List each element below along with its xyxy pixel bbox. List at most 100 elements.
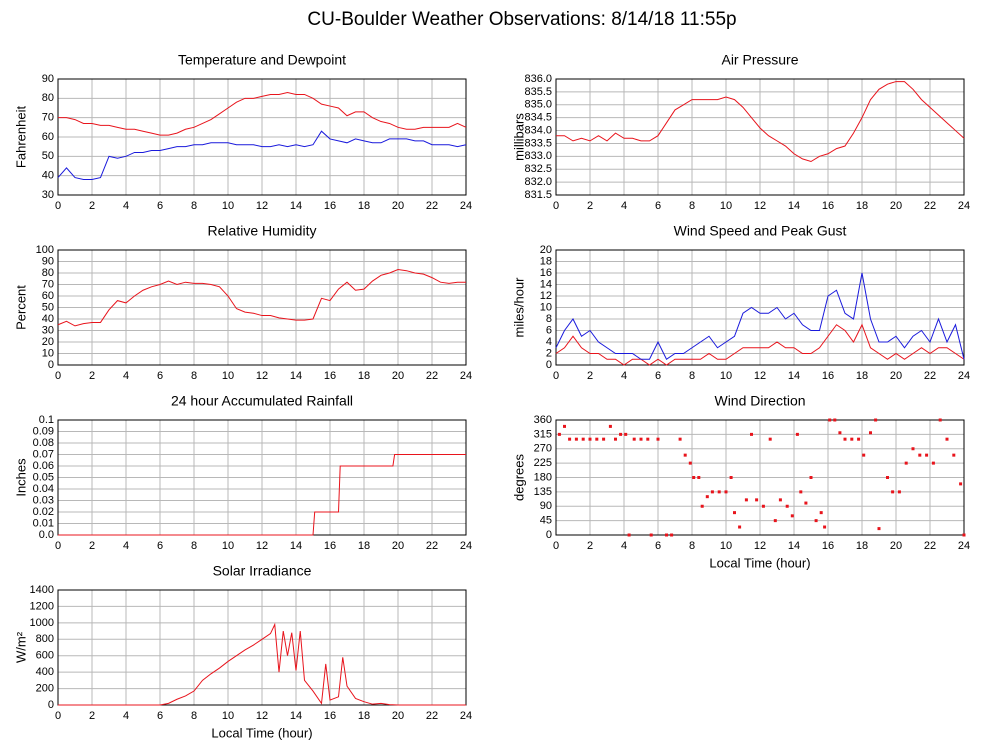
data-point xyxy=(665,533,668,537)
y-axis-label: Fahrenheit xyxy=(13,106,28,169)
y-tick-label: 0.04 xyxy=(33,483,54,495)
data-point xyxy=(670,533,674,537)
x-tick-label: 2 xyxy=(89,200,95,212)
y-tick-label: 60 xyxy=(42,290,54,302)
y-tick-label: 4 xyxy=(546,336,552,348)
plot-frame xyxy=(555,78,965,196)
data-point xyxy=(683,453,687,457)
data-point xyxy=(790,514,794,518)
data-point xyxy=(692,476,696,479)
x-tick-label: 6 xyxy=(157,370,163,382)
data-point xyxy=(656,437,660,441)
y-tick-label: 832.0 xyxy=(524,176,552,188)
data-point xyxy=(886,476,889,479)
y-tick-label: 0.08 xyxy=(33,437,54,449)
x-tick-label: 2 xyxy=(587,540,593,552)
x-tick-label: 10 xyxy=(222,710,234,722)
y-tick-label: 30 xyxy=(42,324,54,336)
x-tick-label: 20 xyxy=(890,200,902,212)
data-point xyxy=(911,447,915,451)
x-tick-label: 0 xyxy=(553,200,559,212)
data-point xyxy=(688,461,692,465)
data-point xyxy=(862,453,866,457)
y-tick-label: 12 xyxy=(540,290,552,302)
y-tick-label: 0.01 xyxy=(33,517,54,529)
data-point xyxy=(804,501,808,505)
x-tick-label: 18 xyxy=(856,200,868,212)
data-point xyxy=(897,490,901,494)
y-tick-label: 834.0 xyxy=(524,124,552,136)
y-tick-label: 0.06 xyxy=(33,460,54,472)
data-point xyxy=(857,437,861,441)
data-point xyxy=(697,476,701,479)
data-point xyxy=(768,437,772,441)
x-tick-label: 4 xyxy=(123,710,129,722)
x-tick-label: 8 xyxy=(191,200,197,212)
x-tick-label: 4 xyxy=(123,370,129,382)
x-tick-label: 12 xyxy=(256,710,268,722)
x-tick-label: 0 xyxy=(55,370,61,382)
x-tick-label: 18 xyxy=(856,370,868,382)
y-tick-label: 360 xyxy=(534,414,552,426)
x-tick-label: 14 xyxy=(788,200,800,212)
y-tick-label: 0 xyxy=(48,699,54,711)
x-tick-label: 22 xyxy=(924,370,936,382)
plot-frame xyxy=(555,419,965,536)
x-tick-label: 14 xyxy=(788,540,800,552)
x-tick-label: 14 xyxy=(290,200,302,212)
data-point xyxy=(755,498,759,502)
y-tick-label: 835.0 xyxy=(524,99,552,111)
x-tick-label: 20 xyxy=(392,370,404,382)
x-tick-label: 16 xyxy=(822,540,834,552)
y-tick-label: 1400 xyxy=(30,584,54,596)
x-tick-label: 14 xyxy=(290,710,302,722)
data-point xyxy=(710,490,714,494)
y-tick-label: 833.5 xyxy=(524,137,552,149)
x-tick-label: 16 xyxy=(324,540,336,552)
x-tick-label: 20 xyxy=(890,540,902,552)
y-tick-label: 80 xyxy=(42,267,54,279)
x-tick-label: 0 xyxy=(553,540,559,552)
x-tick-label: 24 xyxy=(958,200,970,212)
y-tick-label: 0.07 xyxy=(33,448,54,460)
data-point xyxy=(627,533,631,537)
y-tick-label: 50 xyxy=(42,150,54,162)
chart-title: 24 hour Accumulated Rainfall xyxy=(171,393,353,409)
data-point xyxy=(595,437,599,441)
data-point xyxy=(814,519,818,523)
y-tick-label: 40 xyxy=(42,313,54,325)
x-tick-label: 0 xyxy=(55,540,61,552)
x-tick-label: 24 xyxy=(460,370,472,382)
x-tick-label: 6 xyxy=(157,710,163,722)
data-point xyxy=(678,437,682,441)
y-tick-label: 10 xyxy=(42,347,54,359)
x-tick-label: 18 xyxy=(358,370,370,382)
data-point xyxy=(809,476,813,479)
data-point xyxy=(874,418,878,422)
x-tick-label: 22 xyxy=(426,200,438,212)
y-tick-label: 200 xyxy=(36,682,54,694)
y-tick-label: 836.0 xyxy=(524,73,552,85)
data-point xyxy=(877,527,881,531)
y-tick-label: 50 xyxy=(42,301,54,313)
y-tick-label: 18 xyxy=(540,255,552,267)
y-tick-label: 16 xyxy=(540,267,552,279)
data-point xyxy=(705,495,709,499)
data-point xyxy=(557,432,561,436)
x-tick-label: 20 xyxy=(392,540,404,552)
data-point xyxy=(828,418,832,422)
data-point xyxy=(904,461,908,465)
x-tick-label: 18 xyxy=(358,710,370,722)
x-tick-label: 0 xyxy=(55,710,61,722)
x-tick-label: 4 xyxy=(621,200,627,212)
data-point xyxy=(744,498,748,502)
x-tick-label: 22 xyxy=(924,200,936,212)
data-point xyxy=(646,437,650,441)
chart-title: Air Pressure xyxy=(721,52,798,68)
data-point xyxy=(869,431,872,435)
data-line xyxy=(57,269,466,327)
data-point xyxy=(568,437,572,441)
x-tick-label: 24 xyxy=(460,200,472,212)
data-point xyxy=(761,504,765,508)
data-point xyxy=(649,533,653,537)
